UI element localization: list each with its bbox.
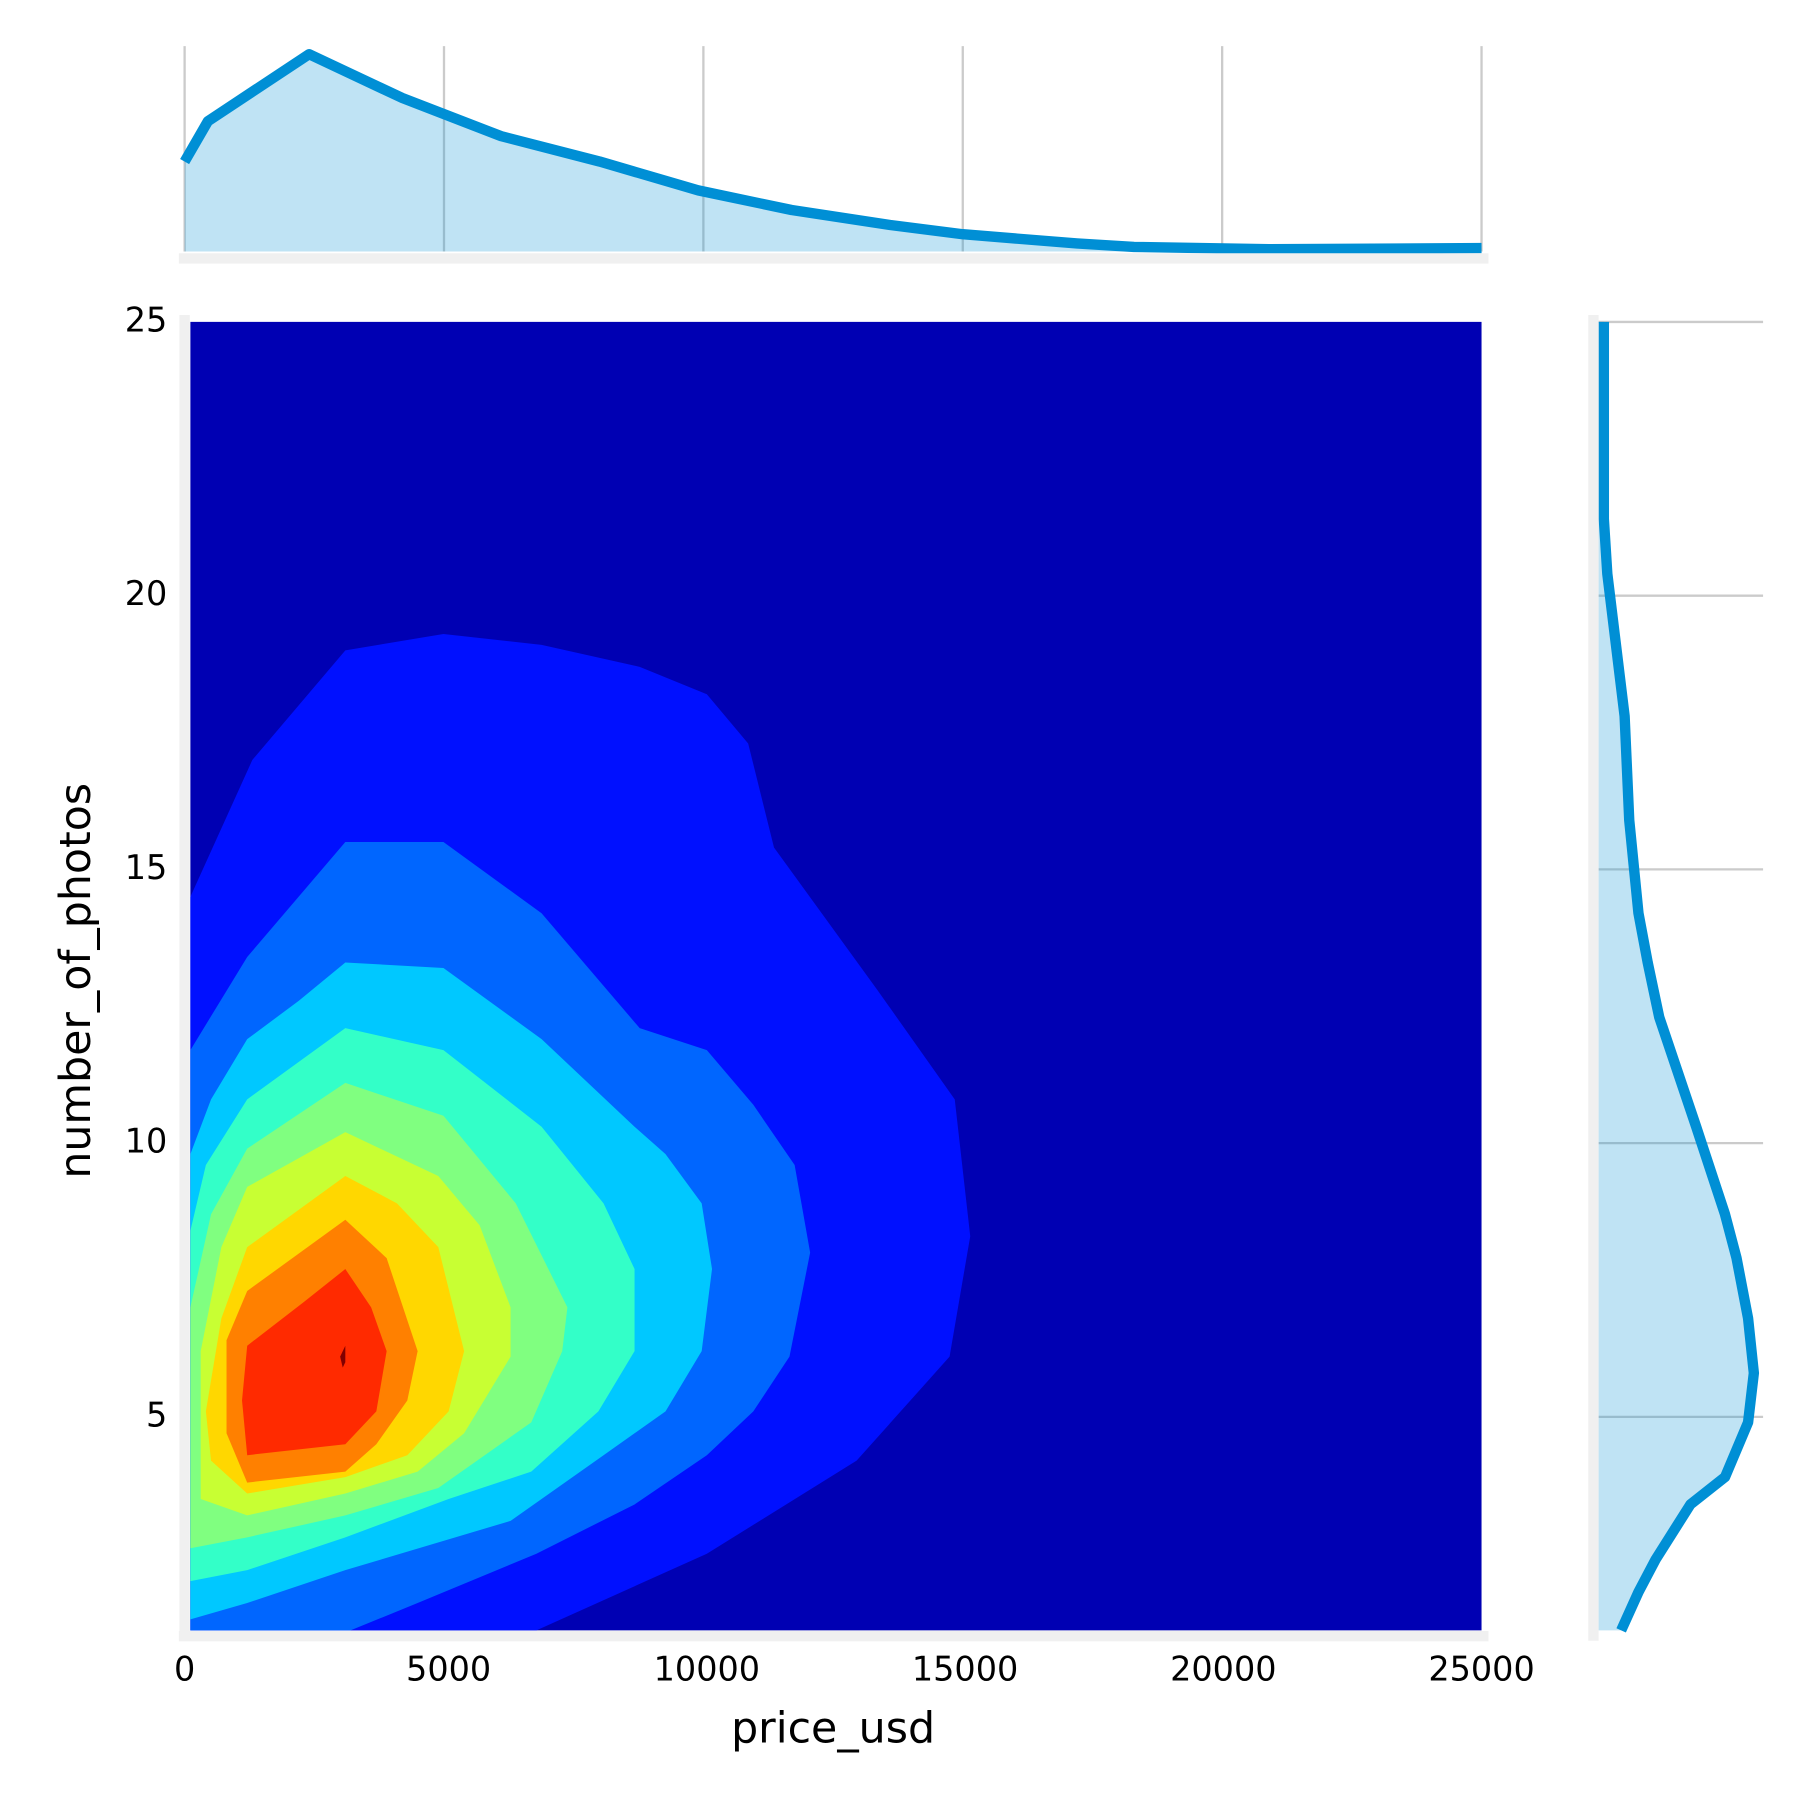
- y-tick-label: 10: [125, 1122, 168, 1161]
- x-tick-label: 25000: [1428, 1649, 1534, 1688]
- x-tick-label: 5000: [406, 1649, 491, 1688]
- density-line: [180, 49, 1482, 255]
- y-tick-label: 15: [125, 848, 168, 887]
- y-tick-label: 20: [125, 574, 168, 613]
- density-area: [1598, 321, 1754, 1631]
- x-tick-label: 15000: [912, 1649, 1018, 1688]
- x-tick-label: 10000: [654, 1649, 760, 1688]
- x-tick-label: 20000: [1170, 1649, 1276, 1688]
- density-area: [184, 54, 1482, 252]
- x-axis-label: price_usd: [731, 1703, 935, 1753]
- x-tick-label: 0: [174, 1649, 195, 1688]
- y-axis-label: number_of_photos: [51, 783, 101, 1179]
- y-tick-label: 5: [146, 1395, 167, 1434]
- contour-level: [340, 1345, 346, 1368]
- contour-level: [242, 1269, 387, 1456]
- y-tick-label: 25: [125, 300, 168, 339]
- density-line: [1598, 321, 1760, 1633]
